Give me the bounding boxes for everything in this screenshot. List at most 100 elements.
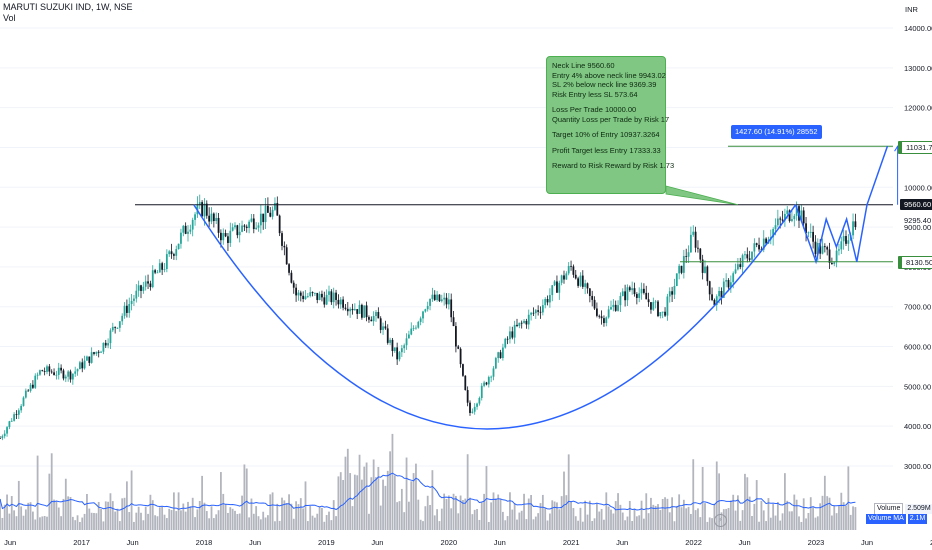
- candle-body: [62, 370, 65, 379]
- volume-bar: [20, 506, 23, 530]
- candle-body: [654, 301, 657, 303]
- volume-bar: [62, 498, 65, 530]
- volume-bar: [53, 499, 55, 530]
- symbol-title: MARUTI SUZUKI IND, 1W, NSE: [3, 2, 133, 12]
- volume-bar: [368, 513, 370, 530]
- volume-bar: [180, 510, 182, 530]
- trade-plan-note[interactable]: Neck Line 9560.60 Entry 4% above neck lin…: [546, 56, 674, 194]
- volume-bar: [831, 515, 833, 530]
- candle-body: [151, 270, 154, 288]
- candle-body: [306, 296, 309, 297]
- candle-body: [201, 202, 203, 217]
- candle-body: [737, 264, 739, 270]
- volume-bar: [337, 476, 340, 530]
- candle-body: [60, 367, 62, 371]
- candle-body: [384, 326, 387, 329]
- volume-bar: [619, 504, 622, 530]
- candle-body: [711, 294, 713, 300]
- volume-bar: [252, 513, 255, 530]
- candle-body: [50, 371, 53, 373]
- candle-body: [137, 285, 140, 291]
- note-line: Profit Target less Entry 17333.33: [552, 145, 661, 155]
- volume-bar: [278, 520, 281, 530]
- candle-body: [158, 263, 161, 273]
- volume-bar: [283, 500, 286, 530]
- note-line: Risk Entry less SL 573.64: [552, 89, 638, 99]
- volume-bar: [499, 499, 502, 530]
- volume-bar: [497, 494, 500, 530]
- candle-body: [309, 292, 312, 297]
- volume-bar: [621, 512, 624, 530]
- volume-bar: [419, 519, 422, 530]
- volume-bar: [24, 509, 27, 530]
- candle-body: [546, 298, 549, 303]
- candle-body: [264, 205, 267, 223]
- volume-bar: [534, 516, 537, 530]
- time-tick-label: 2024: [930, 538, 932, 547]
- candle-body: [791, 219, 793, 221]
- volume-bar: [706, 521, 709, 530]
- note-line: Entry 4% above neck line 9943.02: [552, 70, 666, 80]
- volume-bar: [607, 506, 610, 530]
- candle-body: [539, 311, 542, 313]
- candle-body: [462, 364, 464, 376]
- volume-bar: [323, 521, 326, 530]
- candle-body: [704, 266, 706, 273]
- candle-body: [262, 213, 265, 223]
- volume-bar: [208, 518, 211, 530]
- candle-body: [271, 209, 274, 217]
- candle-body: [285, 247, 288, 265]
- candle-body: [835, 250, 838, 263]
- candle-body: [64, 376, 67, 379]
- candle-body: [490, 376, 493, 378]
- candle-body: [483, 382, 485, 386]
- time-tick-label: Jun: [494, 538, 506, 547]
- candle-body: [544, 298, 547, 306]
- volume-bar: [201, 475, 203, 530]
- candle-body: [8, 421, 11, 428]
- candle-body: [29, 384, 32, 391]
- lightning-icon[interactable]: ⚡: [714, 514, 727, 527]
- volume-bar: [154, 515, 156, 530]
- candle-body: [440, 299, 443, 302]
- cup-curve: [193, 204, 797, 430]
- note-pointer: [665, 185, 739, 206]
- candle-body: [579, 275, 582, 286]
- candle-body: [668, 291, 671, 297]
- candle-body: [567, 265, 570, 274]
- candle-body: [772, 228, 775, 238]
- note-line: SL 2% below neck line 9369.39: [552, 80, 657, 89]
- candle-body: [697, 247, 699, 249]
- candle-body: [819, 243, 822, 254]
- candle-body: [304, 296, 307, 300]
- candle-body: [57, 367, 60, 375]
- volume-bar: [816, 516, 819, 530]
- candle-body: [248, 221, 250, 228]
- volume-bar: [177, 492, 180, 530]
- candle-body: [586, 283, 589, 289]
- volume-bar: [483, 493, 485, 530]
- candle-body: [499, 352, 502, 359]
- volume-bar: [838, 505, 840, 530]
- volume-ma-line: [0, 472, 856, 511]
- volume-bar: [424, 506, 427, 530]
- candle-body: [27, 390, 30, 392]
- candle-body: [100, 351, 102, 353]
- candle-body: [788, 210, 791, 221]
- volume-bar: [0, 498, 1, 530]
- candle-body: [295, 287, 297, 296]
- volume-bar: [776, 501, 779, 530]
- candle-body: [511, 331, 514, 338]
- volume-bar: [549, 513, 551, 530]
- volume-bar: [184, 511, 187, 530]
- candle-body: [398, 352, 401, 360]
- candle-body: [556, 281, 558, 293]
- volume-bar: [795, 499, 798, 530]
- candle-body: [854, 221, 857, 228]
- candle-body: [682, 256, 685, 273]
- volume-bar: [558, 509, 561, 530]
- volume-bar: [476, 508, 478, 530]
- volume-bar: [704, 503, 706, 530]
- candle-body: [382, 326, 384, 330]
